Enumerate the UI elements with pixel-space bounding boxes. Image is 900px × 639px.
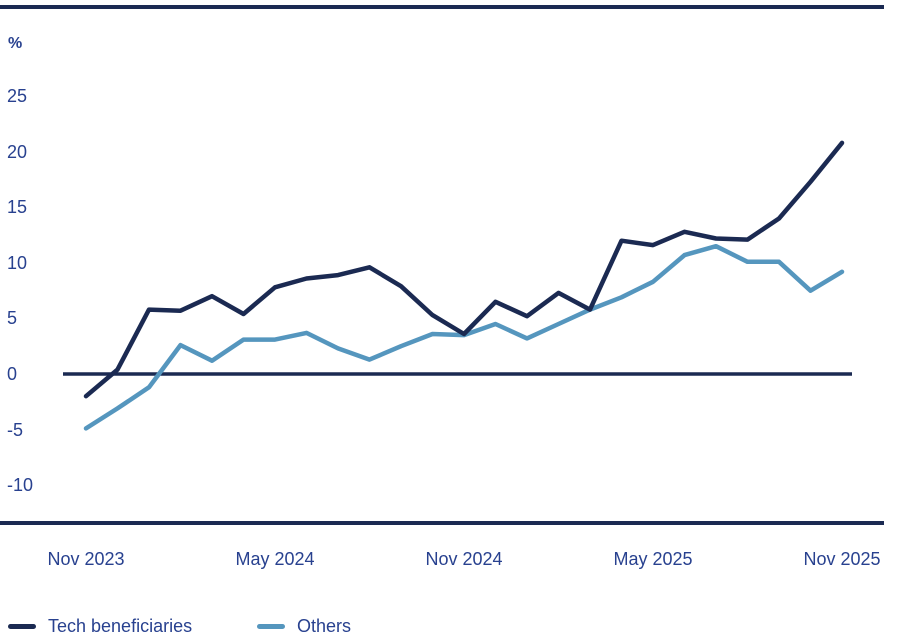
y-tick-label: 15: [7, 197, 28, 217]
legend-label-others: Others: [297, 616, 352, 636]
legend: Tech beneficiaries Others: [0, 613, 900, 639]
y-tick-label: 5: [7, 308, 18, 328]
series-line-others: [83, 243, 845, 431]
y-tick-label: -10: [7, 475, 34, 495]
y-tick-label: -5: [7, 420, 24, 440]
legend-swatch-tech-beneficiaries: [8, 623, 36, 629]
legend-item-tech-beneficiaries: Tech beneficiaries: [8, 613, 192, 639]
x-tick-label: Nov 2023: [47, 549, 125, 569]
legend-label-tech-beneficiaries: Tech beneficiaries: [48, 616, 193, 636]
y-tick-label: 20: [7, 142, 28, 162]
x-tick-label: May 2024: [235, 549, 315, 569]
y-axis-unit-label: %: [8, 35, 23, 52]
y-tick-label: 25: [7, 86, 28, 106]
x-tick-label: May 2025: [613, 549, 693, 569]
top-border-rule: [0, 5, 884, 9]
legend-swatch-others: [257, 623, 285, 629]
x-tick-label: Nov 2024: [425, 549, 503, 569]
x-axis-bottom-rule: [0, 521, 884, 525]
legend-item-others: Others: [257, 613, 351, 639]
x-tick-label: Nov 2025: [803, 549, 881, 569]
y-tick-label: 10: [7, 253, 28, 273]
series-line-tech-beneficiaries: [83, 140, 845, 399]
y-tick-label: 0: [7, 364, 18, 384]
